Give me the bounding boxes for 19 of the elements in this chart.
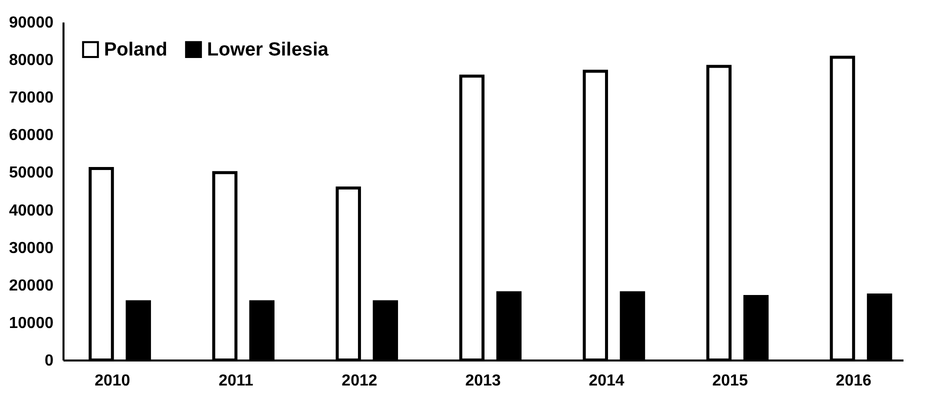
x-tick-label: 2015 <box>712 372 748 390</box>
y-tick-label: 60000 <box>9 127 54 144</box>
y-tick-label: 20000 <box>9 277 54 294</box>
x-tick-label: 2012 <box>342 372 378 390</box>
y-tick-label: 0 <box>44 352 54 370</box>
x-tick-label: 2010 <box>94 372 130 390</box>
y-tick-label: 90000 <box>9 14 54 32</box>
x-tick-label: 2016 <box>836 372 872 390</box>
y-tick-label: 30000 <box>9 240 54 257</box>
legend-label: Poland <box>104 40 168 61</box>
y-tick-label: 10000 <box>9 314 54 332</box>
y-tick-label: 70000 <box>9 90 54 107</box>
y-tick-label: 40000 <box>9 202 54 220</box>
x-tick-label: 2014 <box>588 372 624 390</box>
y-tick-label: 50000 <box>9 164 54 182</box>
x-tick-label: 2011 <box>218 372 254 390</box>
x-tick-label: 2013 <box>465 372 501 390</box>
y-tick-label: 80000 <box>9 52 54 70</box>
legend-label: Lower Silesia <box>207 40 329 61</box>
